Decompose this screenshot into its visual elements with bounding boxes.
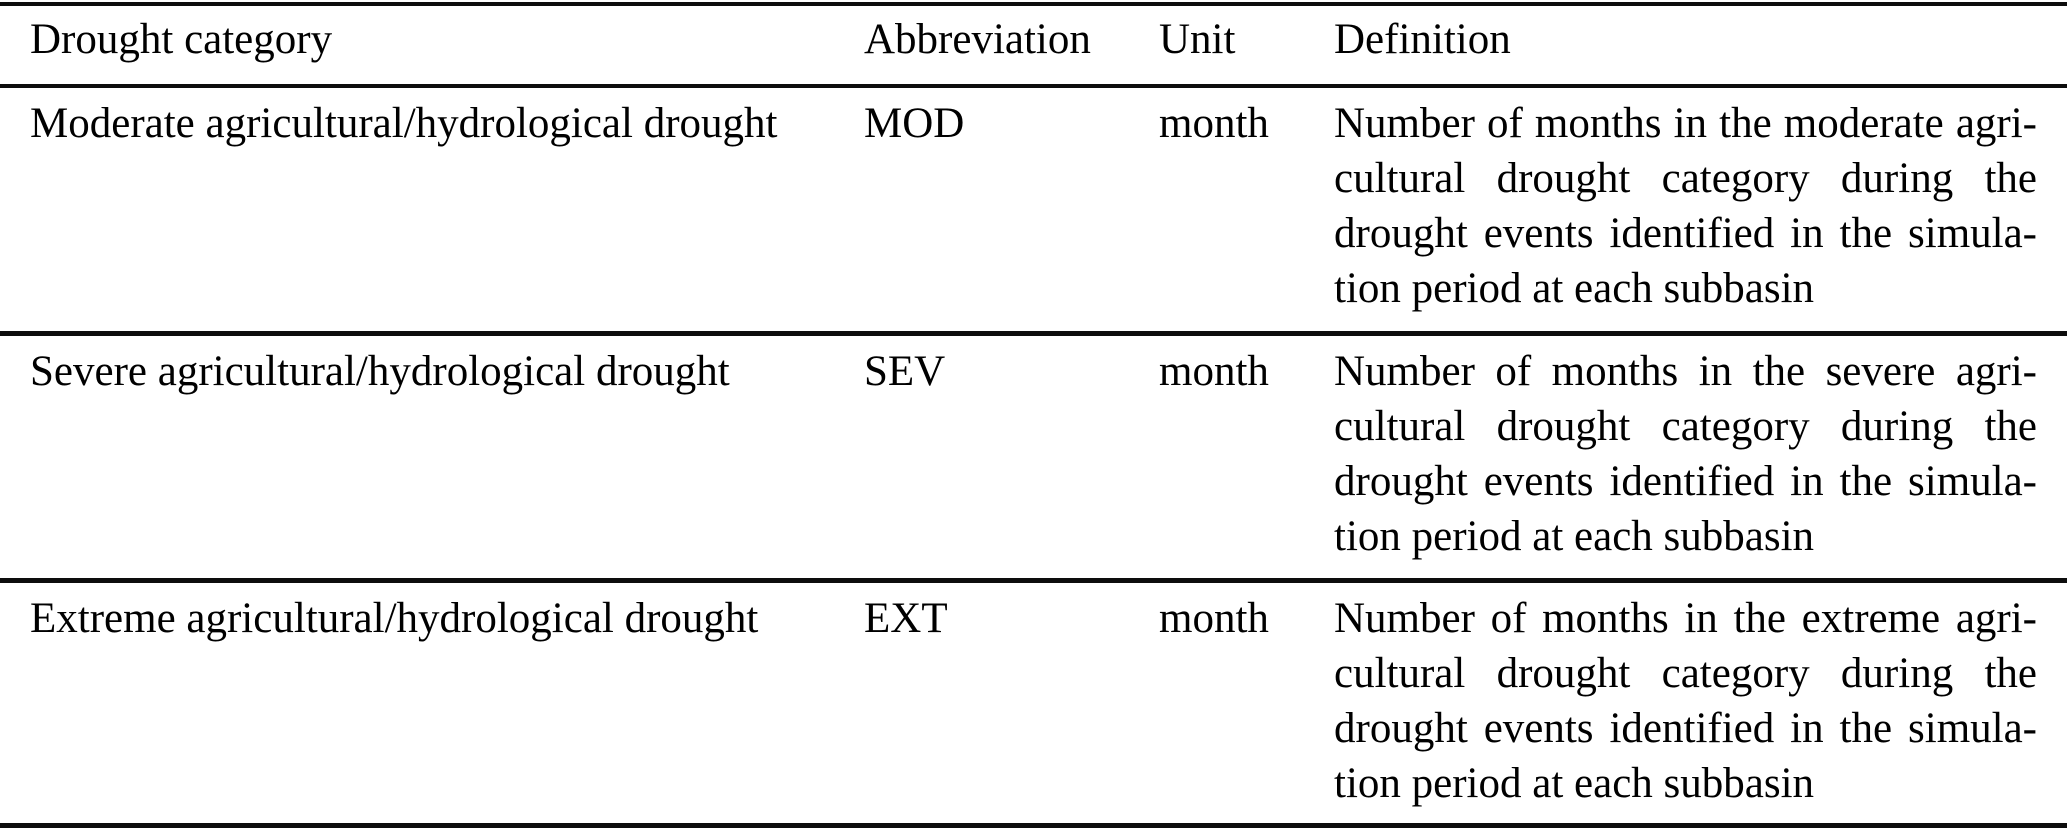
- abbreviation-cell: SEV: [864, 348, 946, 395]
- table-header-row: Drought category Abbreviation Unit Defin…: [0, 6, 2067, 84]
- column-header-abbreviation: Abbreviation: [864, 16, 1091, 63]
- definition-line: cultural drought category during the: [1334, 155, 2037, 202]
- definition-line: tion period at each subbasin: [1334, 513, 1815, 560]
- definition-line: Number of months in the severe agri-: [1334, 348, 2037, 395]
- column-header-definition: Definition: [1334, 16, 1511, 63]
- table-row: Extreme agricultural/hydrological drough…: [0, 583, 2067, 823]
- definition-line: drought events identified in the simula-: [1334, 458, 2037, 505]
- row-divider-rule: [0, 578, 2067, 583]
- definition-line: Number of months in the extreme agri-: [1334, 595, 2037, 642]
- definition-line: tion period at each subbasin: [1334, 760, 1815, 807]
- definition-line: cultural drought category during the: [1334, 403, 2037, 450]
- definition-line: drought events identified in the simula-: [1334, 705, 2037, 752]
- definition-cell: Number of months in the severe agri- cul…: [1334, 344, 2037, 564]
- definition-line: Number of months in the moderate agri-: [1334, 100, 2037, 147]
- unit-cell: month: [1159, 348, 1269, 395]
- category-cell: Extreme agricultural/hydrological drough…: [30, 595, 759, 642]
- abbreviation-cell: MOD: [864, 100, 965, 147]
- definition-cell: Number of months in the moderate agri- c…: [1334, 96, 2037, 316]
- table-top-rule: [0, 2, 2067, 6]
- table-row: Severe agricultural/hydrological drought…: [0, 336, 2067, 578]
- definition-cell: Number of months in the extreme agri- cu…: [1334, 591, 2037, 811]
- unit-cell: month: [1159, 100, 1269, 147]
- table-row: Moderate agricultural/hydrological droug…: [0, 88, 2067, 331]
- column-header-drought-category: Drought category: [30, 16, 333, 63]
- category-cell: Moderate agricultural/hydrological droug…: [30, 100, 778, 147]
- table-bottom-rule: [0, 823, 2067, 828]
- definition-line: cultural drought category during the: [1334, 650, 2037, 697]
- row-divider-rule: [0, 331, 2067, 336]
- column-header-unit: Unit: [1159, 16, 1236, 63]
- definition-line: tion period at each subbasin: [1334, 265, 1815, 312]
- abbreviation-cell: EXT: [864, 595, 948, 642]
- header-bottom-rule: [0, 84, 2067, 88]
- unit-cell: month: [1159, 595, 1269, 642]
- category-cell: Severe agricultural/hydrological drought: [30, 348, 730, 395]
- definition-line: drought events identified in the simula-: [1334, 210, 2037, 257]
